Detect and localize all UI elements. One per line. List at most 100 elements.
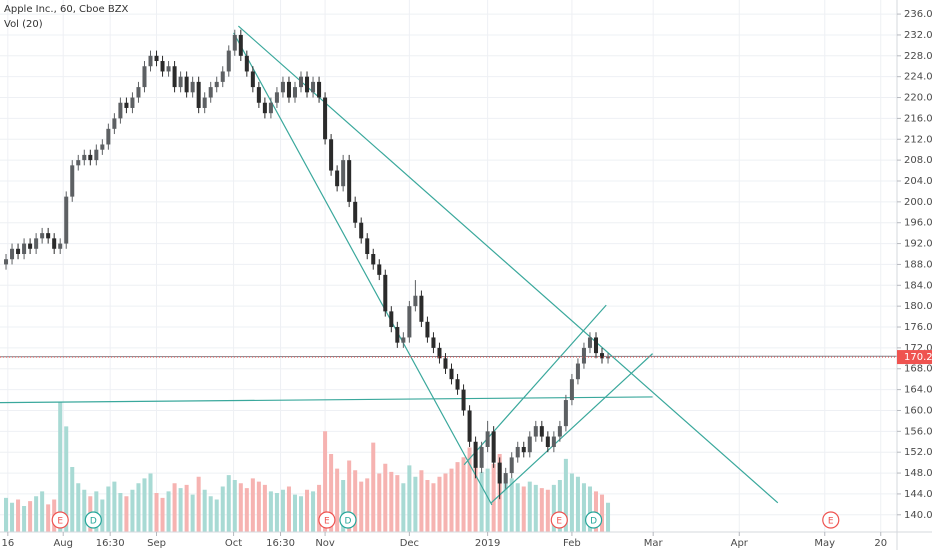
event-marker bbox=[550, 511, 568, 529]
candle-body bbox=[491, 431, 496, 463]
candle-body bbox=[16, 248, 21, 255]
volume-bar bbox=[449, 468, 454, 532]
y-tick-label: 152.00 bbox=[904, 447, 932, 458]
candle-body bbox=[539, 426, 544, 437]
volume-bar bbox=[148, 473, 153, 532]
candle-body bbox=[437, 347, 442, 359]
volume-bar bbox=[82, 489, 87, 532]
volume-bar bbox=[467, 447, 472, 532]
candle-body bbox=[551, 436, 556, 447]
volume-bar bbox=[22, 506, 27, 532]
volume-bar bbox=[491, 463, 496, 532]
x-tick-label: Mar bbox=[644, 538, 664, 549]
volume-bar bbox=[431, 483, 436, 532]
candle-body bbox=[353, 201, 358, 223]
candle-body bbox=[569, 379, 574, 401]
x-tick-label: Feb bbox=[563, 538, 581, 549]
volume-bar bbox=[136, 483, 141, 532]
volume-bar bbox=[606, 502, 611, 532]
event-marker bbox=[318, 511, 336, 529]
candle-body bbox=[4, 259, 9, 265]
candle-body bbox=[52, 238, 57, 249]
candle-body bbox=[581, 347, 586, 364]
volume-bar bbox=[280, 489, 285, 532]
volume-bar bbox=[305, 489, 310, 532]
candle-body bbox=[10, 248, 15, 260]
candle-body bbox=[449, 368, 454, 380]
volume-bar bbox=[28, 501, 33, 532]
candle-body bbox=[178, 76, 183, 88]
volume-bar bbox=[600, 494, 605, 532]
x-tick-label: May bbox=[814, 538, 835, 549]
y-tick-label: 192.00 bbox=[904, 239, 932, 250]
y-tick-label: 232.00 bbox=[904, 30, 932, 41]
volume-bar bbox=[353, 470, 358, 532]
volume-bar bbox=[100, 499, 105, 532]
event-marker bbox=[584, 511, 603, 529]
candle-body bbox=[347, 160, 352, 202]
volume-bar bbox=[142, 478, 147, 532]
volume-bar bbox=[58, 402, 63, 532]
candle-body bbox=[112, 118, 117, 129]
volume-bar bbox=[94, 491, 99, 532]
candle-body bbox=[220, 71, 225, 82]
volume-bar bbox=[569, 473, 574, 532]
volume-bar bbox=[425, 480, 430, 532]
volume-bar bbox=[4, 497, 9, 532]
volume-bar bbox=[154, 493, 159, 532]
candle-body bbox=[58, 243, 63, 249]
candle-body bbox=[130, 97, 135, 108]
candle-body bbox=[389, 311, 394, 328]
y-tick-label: 164.00 bbox=[904, 385, 932, 396]
candle-body bbox=[545, 436, 550, 447]
volume-bar bbox=[292, 494, 297, 532]
volume-bar bbox=[335, 468, 340, 532]
candle-body bbox=[341, 160, 346, 187]
candle-body bbox=[317, 81, 322, 98]
x-tick-label: 16:30 bbox=[96, 538, 125, 549]
volume-bar bbox=[539, 488, 544, 532]
volume-bar bbox=[485, 468, 490, 532]
volume-bar bbox=[190, 494, 195, 532]
candle-body bbox=[593, 337, 599, 354]
volume-bar bbox=[118, 493, 123, 532]
candle-body bbox=[106, 128, 111, 145]
candle-body bbox=[262, 102, 267, 114]
candle-body bbox=[401, 337, 406, 343]
y-tick-label: 208.00 bbox=[904, 155, 932, 166]
volume-bar bbox=[106, 486, 111, 532]
volume-bar bbox=[383, 463, 388, 532]
candle-body bbox=[184, 76, 189, 93]
x-tick-label: Oct bbox=[225, 538, 242, 549]
candle-body bbox=[395, 327, 400, 343]
candle-body bbox=[202, 97, 207, 108]
volume-bar bbox=[473, 452, 478, 532]
volume-bar bbox=[46, 504, 51, 532]
volume-bar bbox=[202, 489, 207, 532]
candle-body bbox=[298, 76, 304, 88]
volume-bar bbox=[461, 457, 466, 532]
horizontal-line bbox=[0, 355, 898, 358]
volume-bar bbox=[214, 499, 219, 532]
candle-body bbox=[407, 306, 412, 338]
candle-body bbox=[46, 233, 51, 239]
y-tick-label: 200.00 bbox=[904, 197, 932, 208]
volume-bar bbox=[407, 465, 412, 532]
candle-body bbox=[485, 431, 490, 447]
volume-bar bbox=[130, 489, 135, 532]
volume-bar bbox=[70, 467, 75, 532]
candle-body bbox=[250, 71, 255, 88]
candle-body bbox=[467, 410, 472, 442]
volume-bar bbox=[509, 478, 514, 532]
candle-body bbox=[244, 55, 249, 72]
volume-bar bbox=[557, 480, 562, 532]
volume-bar bbox=[262, 484, 267, 532]
volume-bar bbox=[172, 483, 177, 532]
volume-bar bbox=[365, 478, 370, 532]
volume-bar bbox=[581, 483, 586, 532]
volume-bar bbox=[226, 475, 231, 532]
candle-body bbox=[377, 264, 382, 275]
volume-bar bbox=[286, 486, 291, 532]
candle-body bbox=[22, 243, 27, 255]
volume-bar bbox=[16, 499, 21, 532]
